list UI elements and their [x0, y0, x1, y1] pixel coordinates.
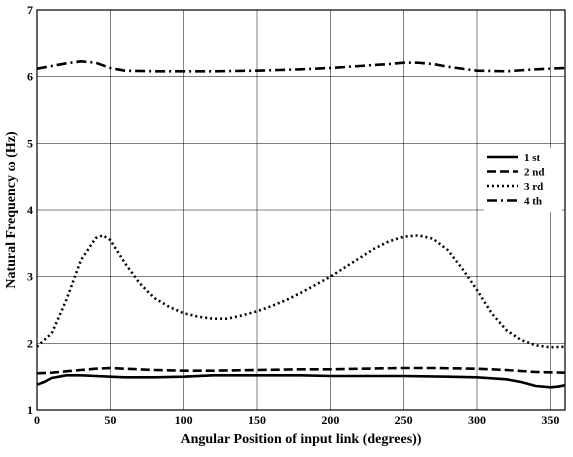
series-line-3-rd: [36, 234, 566, 349]
series-line-2-nd: [36, 366, 566, 375]
legend-label: 4 th: [524, 196, 542, 208]
y-tick-label: 6: [27, 70, 33, 84]
x-tick-label: 50: [104, 413, 116, 427]
legend-label: 2 nd: [524, 167, 545, 179]
grid-lines: [37, 10, 565, 410]
y-tick-label: 7: [27, 3, 33, 17]
y-tick-label: 5: [27, 136, 33, 150]
x-tick-label: 100: [175, 413, 193, 427]
series-line-4-th: [36, 59, 566, 73]
legend-label: 1 st: [524, 152, 541, 164]
x-tick-label: 200: [321, 413, 339, 427]
y-tick-label: 4: [27, 203, 33, 217]
x-tick-label: 250: [395, 413, 413, 427]
y-tick-labels: 1 2 3 4 5 6 7: [27, 3, 33, 417]
y-axis-label: Natural Frequency ω (Hz): [4, 131, 19, 289]
x-axis-label: Angular Position of input link (degrees)…: [180, 432, 421, 447]
series-lines: [36, 59, 566, 389]
x-tick-labels: 0 50 100 150 200 250 300 350: [34, 413, 559, 427]
y-tick-label: 2: [27, 336, 33, 350]
y-tick-label: 3: [27, 270, 33, 284]
plot-frame: [36, 9, 566, 411]
legend: 1 st 2 nd 3 rd 4 th: [484, 148, 562, 212]
x-tick-label: 150: [248, 413, 266, 427]
x-tick-label: 0: [34, 413, 40, 427]
legend-label: 3 rd: [524, 181, 543, 193]
series-line-1-st: [36, 373, 566, 389]
y-tick-label: 1: [27, 403, 33, 417]
x-tick-label: 350: [541, 413, 559, 427]
x-tick-label: 300: [468, 413, 486, 427]
